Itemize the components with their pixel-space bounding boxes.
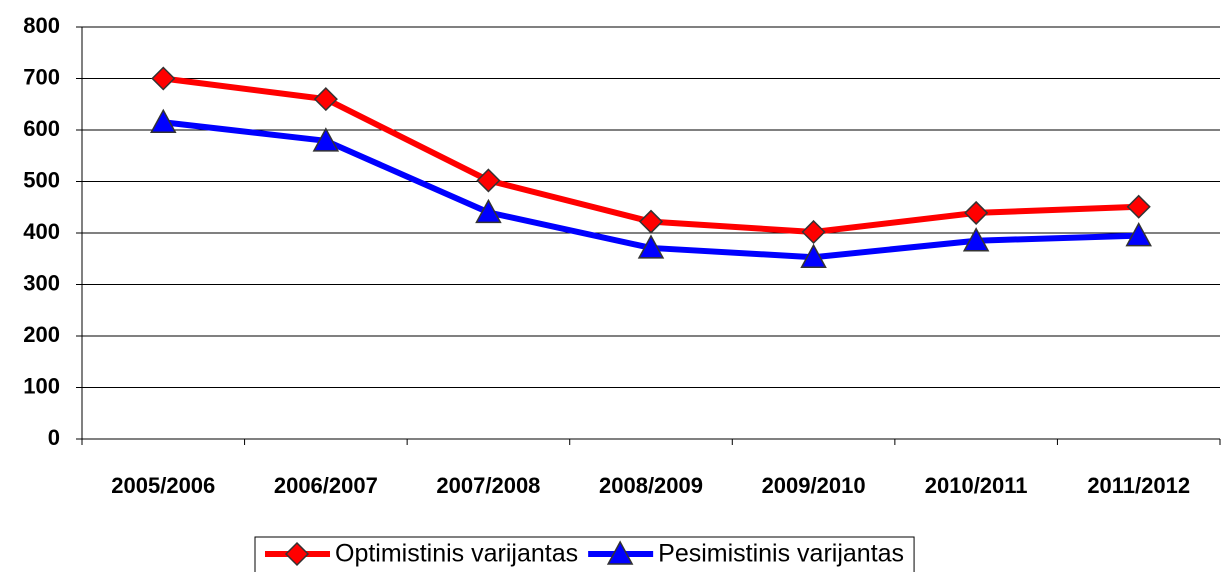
x-tick-label: 2006/2007: [274, 473, 378, 498]
data-point: [1125, 222, 1152, 247]
legend-marker: [284, 541, 310, 567]
y-tick-label: 500: [23, 167, 60, 192]
x-tick-label: 2010/2011: [925, 473, 1028, 498]
data-point: [313, 87, 338, 112]
data-point: [150, 108, 177, 134]
data-point: [801, 219, 826, 245]
data-point: [638, 209, 664, 234]
legend: Optimistinis varijantas Pesimistinis vari…: [254, 536, 915, 572]
y-tick-label: 100: [23, 373, 60, 398]
series-line: [162, 75, 1139, 235]
y-tick-label: 200: [23, 322, 60, 347]
legend-marker: [606, 540, 634, 565]
data-point: [475, 198, 502, 224]
y-tick-label: 0: [48, 425, 60, 450]
legend-box: [254, 536, 915, 572]
data-point: [964, 200, 989, 225]
data-point: [312, 127, 340, 152]
data-point: [1126, 194, 1151, 219]
data-point: [800, 243, 827, 268]
data-point: [962, 227, 990, 252]
x-tick-label: 2009/2010: [762, 473, 866, 498]
data-point: [476, 168, 501, 193]
x-tick-label: 2008/2009: [599, 473, 703, 498]
y-tick-label: 600: [23, 116, 60, 141]
x-tick-label: 2011/2012: [1087, 473, 1190, 498]
x-tick-label: 2005/2006: [111, 473, 215, 498]
data-point: [637, 234, 665, 259]
y-tick-label: 700: [23, 64, 60, 89]
y-tick-label: 800: [23, 13, 60, 38]
legend-label: Optimistinis varijantas: [335, 540, 578, 568]
legend-label: Pesimistinis varijantas: [658, 540, 904, 568]
y-tick-label: 300: [23, 270, 60, 295]
data-point: [151, 66, 176, 91]
y-tick-label: 400: [23, 219, 60, 244]
x-tick-label: 2007/2008: [436, 473, 540, 498]
